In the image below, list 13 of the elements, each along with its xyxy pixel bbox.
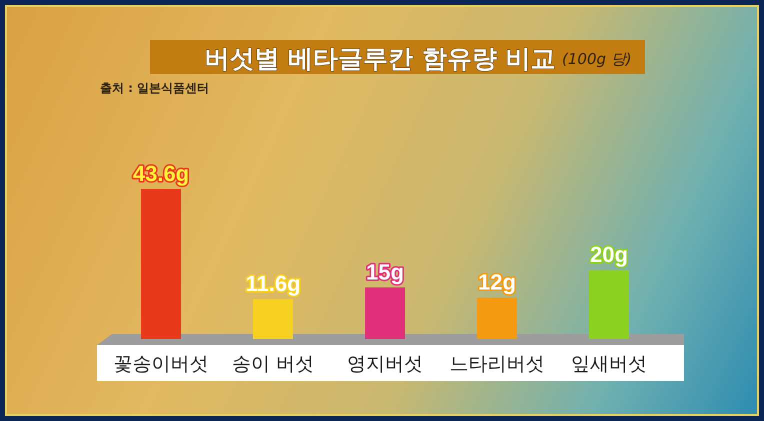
source-note: 출처 : 일본식품센터 bbox=[100, 81, 210, 95]
data-label: 11.6g bbox=[245, 271, 301, 296]
data-label: 12g bbox=[478, 270, 516, 295]
x-tick-label: 영지버섯 bbox=[347, 353, 423, 375]
x-tick-label: 잎새버섯 bbox=[571, 353, 647, 375]
chart-subtitle: (100g 당) bbox=[562, 50, 632, 68]
x-tick-label: 송이 버섯 bbox=[232, 353, 314, 375]
x-tick-label: 느타리버섯 bbox=[450, 353, 544, 375]
data-label: 20g bbox=[590, 242, 628, 268]
chart-title: 버섯별 베타글루칸 함유량 비교 bbox=[204, 44, 556, 73]
x-tick-label: 꽃송이버섯 bbox=[114, 353, 208, 375]
data-label: 43.6g bbox=[132, 161, 190, 186]
data-label: 15g bbox=[366, 259, 404, 284]
